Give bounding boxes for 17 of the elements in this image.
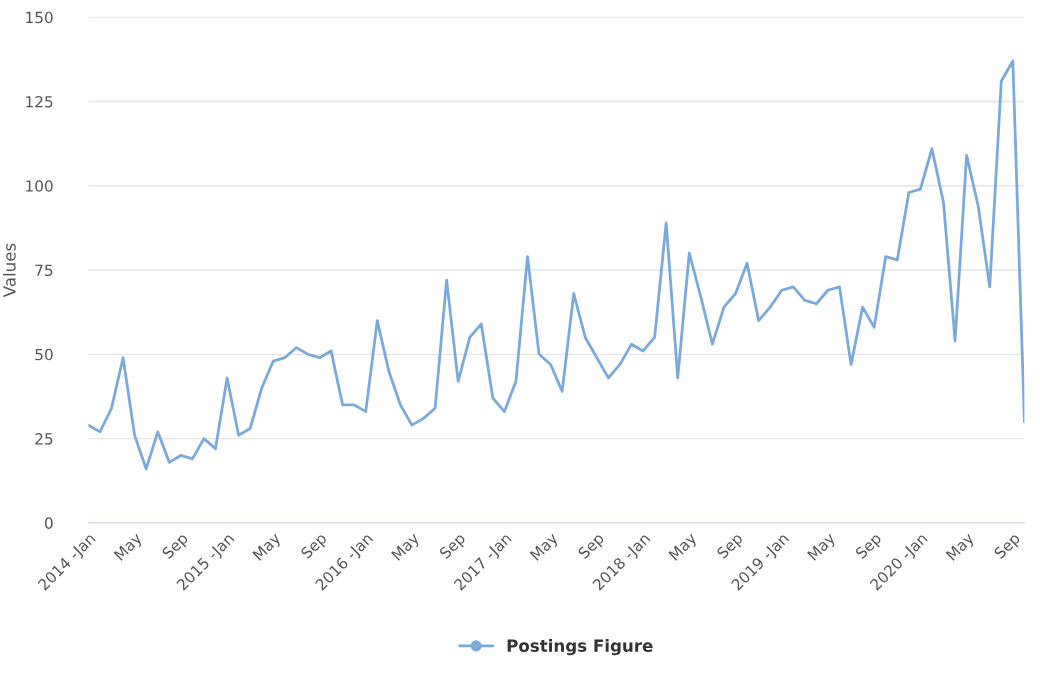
legend-label: Postings Figure xyxy=(507,639,653,656)
y-tick-label: 50 xyxy=(35,348,53,361)
y-tick-label: 0 xyxy=(44,517,53,529)
x-tick-label: Sep xyxy=(716,532,746,562)
x-tick-label: Sep xyxy=(854,532,885,562)
y-tick-label: 150 xyxy=(26,11,53,24)
y-tick-label: 100 xyxy=(26,180,53,192)
x-tick-label: Sep xyxy=(577,532,607,562)
y-axis-title: Values xyxy=(2,243,16,298)
y-tick-label: 125 xyxy=(26,95,53,108)
y-tick-label: 75 xyxy=(35,264,53,277)
x-tick-label: Sep xyxy=(161,532,191,562)
x-tick-label: Sep xyxy=(993,532,1023,562)
line-series xyxy=(88,59,1025,471)
x-tick-label: Sep xyxy=(438,532,469,562)
x-tick-label: Sep xyxy=(300,532,330,562)
y-tick-label: 25 xyxy=(35,433,53,445)
